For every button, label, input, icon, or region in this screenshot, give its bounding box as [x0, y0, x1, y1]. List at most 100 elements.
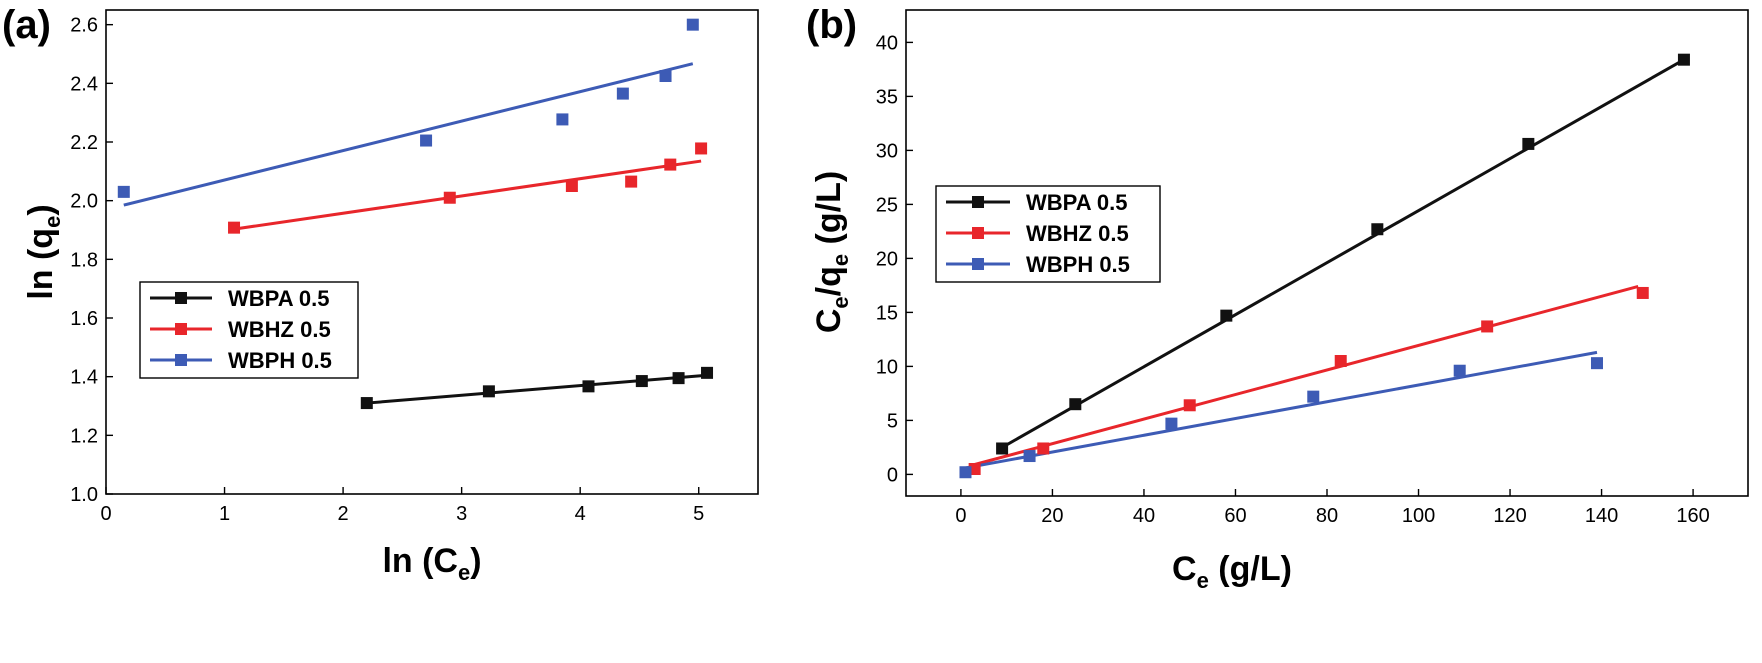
- data-point-wbph-0-5: [1307, 390, 1320, 403]
- panel-b-fit-lines: [965, 58, 1685, 470]
- fit-line-wbhz-0-5: [233, 159, 702, 231]
- y-tick-label: 1.6: [70, 308, 98, 330]
- data-point-wbpa-0-5: [635, 375, 648, 388]
- data-point-wbpa-0-5: [1220, 309, 1233, 322]
- y-tick-label: 1.2: [70, 425, 98, 447]
- data-point-wbpa-0-5: [482, 385, 495, 398]
- legend-marker-wbhz-0-5: [972, 227, 984, 239]
- legend-label-wbph-0-5: WBPH 0.5: [228, 348, 332, 373]
- data-point-wbpa-0-5: [701, 366, 714, 379]
- panel-a-chart: (a) 0 1 2 3 4 5 1.0 1.2 1.4 1.6 1.8 2.0 2.2 2.4 2.6 l…: [2, 3, 759, 585]
- data-point-wbph-0-5: [556, 113, 569, 126]
- panel-b-label: (b): [806, 3, 857, 47]
- data-point-wbhz-0-5: [1183, 399, 1196, 412]
- y-tick-label: 1.0: [70, 484, 98, 506]
- panel-b-data-points: [959, 53, 1690, 479]
- data-point-wbhz-0-5: [1636, 286, 1649, 299]
- y-tick-label: 2.2: [70, 132, 98, 154]
- panel-a-y-axis-title: ln (qe): [22, 204, 65, 299]
- legend-label-wbph-0-5: WBPH 0.5: [1026, 252, 1130, 277]
- data-point-wbhz-0-5: [228, 221, 241, 234]
- data-point-wbhz-0-5: [443, 191, 456, 204]
- data-point-wbph-0-5: [1023, 450, 1036, 463]
- x-tick-label: 100: [1402, 505, 1435, 527]
- panel-a-x-axis-title: ln (Ce): [382, 542, 481, 585]
- y-tick-label: 35: [876, 86, 898, 108]
- data-point-wbhz-0-5: [664, 158, 677, 171]
- fit-line-wbpa-0-5: [1001, 58, 1685, 449]
- y-tick-label: 5: [887, 410, 898, 432]
- legend-label-wbpa-0-5: WBPA 0.5: [228, 286, 329, 311]
- x-tick-label: 0: [100, 503, 111, 525]
- panel-a-label: (a): [2, 3, 51, 47]
- y-tick-label: 1.4: [70, 367, 98, 389]
- fit-line-wbpa-0-5: [366, 373, 708, 405]
- panel-a-data-points: [117, 18, 714, 410]
- panel-a-y-axis: 1.0 1.2 1.4 1.6 1.8 2.0 2.2 2.4 2.6: [70, 15, 113, 506]
- x-tick-label: 3: [456, 503, 467, 525]
- legend-label-wbhz-0-5: WBHZ 0.5: [228, 317, 331, 342]
- y-tick-label: 2.0: [70, 191, 98, 213]
- y-tick-label: 2.4: [70, 73, 98, 95]
- x-tick-label: 60: [1224, 505, 1246, 527]
- panel-b-y-axis: 0 5 10 15 20 25 30 35 40: [876, 32, 913, 486]
- data-point-wbph-0-5: [1590, 357, 1603, 370]
- x-tick-label: 40: [1133, 505, 1155, 527]
- legend-marker-wbph-0-5: [175, 354, 187, 366]
- data-point-wbpa-0-5: [582, 380, 595, 393]
- data-point-wbhz-0-5: [1334, 355, 1347, 367]
- legend-marker-wbpa-0-5: [972, 196, 984, 208]
- panel-b-y-axis-title: Ce/qe (g/L): [810, 171, 853, 333]
- data-point-wbpa-0-5: [360, 397, 373, 410]
- data-point-wbph-0-5: [616, 87, 629, 100]
- y-tick-label: 30: [876, 140, 898, 162]
- data-point-wbph-0-5: [1165, 417, 1178, 430]
- legend-label-wbhz-0-5: WBHZ 0.5: [1026, 221, 1129, 246]
- data-point-wbph-0-5: [686, 18, 699, 31]
- x-tick-label: 120: [1493, 505, 1526, 527]
- panel-b-x-axis-title: Ce (g/L): [1172, 550, 1292, 593]
- data-point-wbhz-0-5: [695, 142, 708, 155]
- fit-line-wbph-0-5: [123, 62, 694, 207]
- y-tick-label: 0: [887, 464, 898, 486]
- legend-marker-wbph-0-5: [972, 258, 984, 270]
- data-point-wbpa-0-5: [672, 372, 685, 385]
- panel-a-legend: WBPA 0.5 WBHZ 0.5 WBPH 0.5: [139, 281, 359, 379]
- data-point-wbpa-0-5: [1069, 398, 1082, 411]
- data-point-wbpa-0-5: [1371, 223, 1384, 236]
- x-tick-label: 1: [219, 503, 230, 525]
- y-tick-label: 15: [876, 302, 898, 324]
- panel-a-x-axis: 0 1 2 3 4 5: [100, 487, 704, 525]
- panel-b-x-axis: 0 20 40 60 80 100 120 140 160: [955, 489, 1710, 527]
- y-tick-label: 20: [876, 248, 898, 270]
- y-tick-label: 10: [876, 356, 898, 378]
- data-point-wbpa-0-5: [1522, 137, 1535, 150]
- legend-label-wbpa-0-5: WBPA 0.5: [1026, 190, 1127, 215]
- data-point-wbpa-0-5: [1677, 53, 1690, 66]
- x-tick-label: 4: [575, 503, 586, 525]
- panel-b-chart: (b) 0 20 40 60 80 100 120 140 160 0 5 10 15 20 25 30 35…: [806, 3, 1749, 593]
- y-tick-label: 1.8: [70, 249, 98, 271]
- data-point-wbhz-0-5: [1481, 320, 1494, 333]
- y-tick-label: 40: [876, 32, 898, 54]
- data-point-wbhz-0-5: [1037, 442, 1050, 455]
- panel-a-fit-lines: [123, 62, 708, 405]
- panel-b-legend: WBPA 0.5 WBHZ 0.5 WBPH 0.5: [935, 185, 1161, 283]
- legend-marker-wbpa-0-5: [175, 292, 187, 304]
- y-tick-label: 25: [876, 194, 898, 216]
- data-point-wbph-0-5: [659, 70, 672, 82]
- panel-a-plot-frame: [105, 9, 759, 495]
- data-point-wbph-0-5: [1453, 364, 1466, 377]
- data-point-wbhz-0-5: [968, 463, 981, 475]
- x-tick-label: 140: [1585, 505, 1618, 527]
- fit-line-wbhz-0-5: [969, 285, 1639, 468]
- y-tick-label: 2.6: [70, 15, 98, 37]
- data-point-wbhz-0-5: [565, 180, 578, 192]
- data-point-wbhz-0-5: [625, 175, 638, 188]
- data-point-wbpa-0-5: [996, 442, 1009, 455]
- x-tick-label: 20: [1041, 505, 1063, 527]
- data-point-wbph-0-5: [117, 185, 130, 198]
- x-tick-label: 80: [1316, 505, 1338, 527]
- x-tick-label: 2: [338, 503, 349, 525]
